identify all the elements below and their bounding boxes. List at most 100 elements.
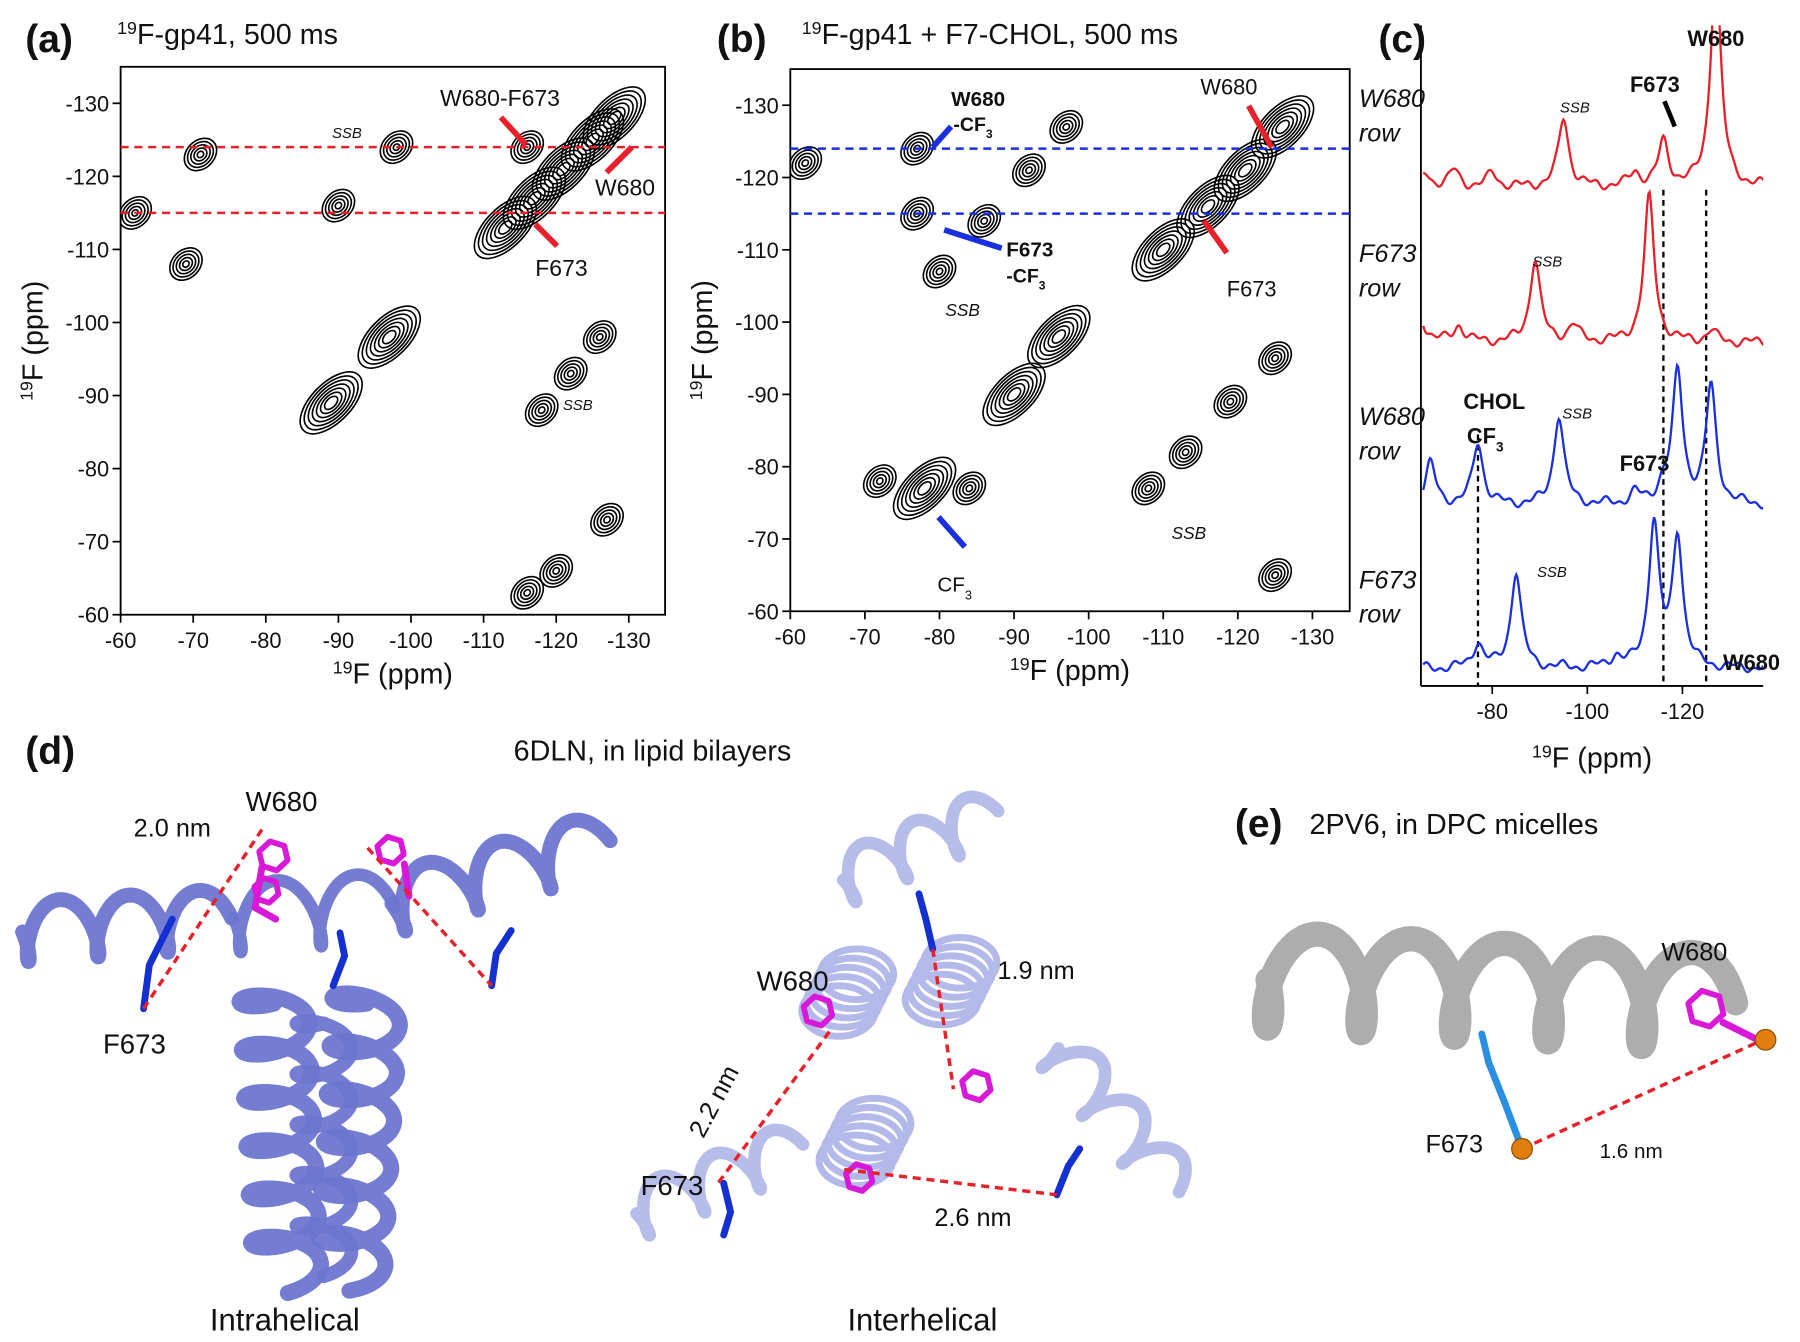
- row-trace: [1422, 25, 1764, 191]
- contour-ring: [906, 203, 928, 225]
- annotation: W680: [1687, 26, 1744, 51]
- y-tick-label: -70: [78, 530, 110, 555]
- annotation: F673: [1006, 238, 1053, 261]
- row-label: W680: [1359, 85, 1425, 113]
- contour-ring: [1021, 163, 1037, 178]
- contour-ring: [1175, 441, 1197, 463]
- y-tick-label: -70: [747, 527, 779, 552]
- contour-ring: [1258, 341, 1293, 376]
- contour-ring: [1223, 394, 1238, 409]
- contour-ring: [982, 362, 1046, 427]
- contour-ring: [196, 150, 205, 159]
- y-tick-label: -60: [78, 603, 110, 628]
- contour-ring: [1043, 321, 1075, 353]
- contour-ring: [1047, 325, 1071, 348]
- panel-label: (e): [1235, 802, 1283, 845]
- contour-ring: [586, 90, 642, 146]
- y-tick-label: -60: [747, 599, 779, 624]
- contour-ring: [303, 375, 359, 431]
- y-tick-label: -120: [735, 166, 779, 191]
- contour-ring: [1144, 484, 1153, 493]
- contour-ring: [872, 473, 888, 489]
- contour-ring: [1250, 95, 1315, 159]
- row-label: row: [1359, 119, 1401, 147]
- helix-end-on: [816, 945, 898, 1003]
- contour-ring: [379, 130, 414, 165]
- peaks: [790, 95, 1315, 593]
- x-tick-label: -60: [105, 628, 137, 653]
- contour-ring: [1213, 138, 1278, 203]
- row-label: W680: [1359, 403, 1425, 431]
- peaks: [120, 86, 647, 610]
- row-label: F673: [1359, 240, 1417, 268]
- row-trace: [1422, 516, 1764, 674]
- contour-ring: [955, 474, 984, 503]
- side-chain: [1719, 1019, 1761, 1044]
- x-tick-label: -100: [1565, 699, 1609, 724]
- contour-ring: [1027, 304, 1091, 369]
- contour-ring: [595, 333, 604, 342]
- y-axis-label-text: F (ppm): [687, 280, 719, 380]
- contour-ring: [790, 146, 823, 181]
- structure-2pv6: [1251, 921, 1777, 1160]
- x-axis-label-sup: 19: [333, 658, 353, 678]
- contour-ring: [900, 464, 949, 512]
- contour-ring: [917, 481, 932, 496]
- y-tick-label: -80: [78, 457, 110, 482]
- contour-ring: [986, 366, 1042, 423]
- contour-ring: [1233, 158, 1257, 182]
- contour-ring: [589, 326, 611, 348]
- structure-label: W680: [757, 965, 829, 996]
- side-chain: [374, 833, 407, 867]
- x-axis-label: 19F (ppm): [1010, 654, 1130, 687]
- contour-ring: [952, 471, 987, 506]
- annotation-text: CF: [937, 574, 965, 597]
- panel-label: (d): [25, 730, 75, 773]
- helix: [1251, 921, 1749, 1060]
- contour-ring: [1200, 199, 1216, 214]
- x-tick-label: -130: [607, 628, 651, 653]
- contour-ring: [369, 317, 409, 357]
- contour-ring: [913, 209, 922, 218]
- contour-ring: [175, 253, 197, 275]
- plot-frame: [789, 68, 1351, 613]
- x-tick-label: -120: [1661, 699, 1705, 724]
- contour-ring: [913, 476, 936, 500]
- contour-ring: [977, 213, 992, 229]
- contour-ring: [534, 402, 549, 418]
- annotation-text: -CF: [1006, 266, 1039, 288]
- annotation-text: -CF: [953, 114, 986, 136]
- side-chain: [1478, 1030, 1526, 1153]
- pointer: [936, 515, 968, 549]
- contour-ring: [590, 94, 638, 142]
- pointer: [498, 115, 529, 147]
- contour-ring: [909, 472, 941, 504]
- contour-ring: [307, 379, 355, 427]
- y-tick-label: -120: [65, 164, 109, 189]
- distance-line: [1521, 1038, 1764, 1151]
- x-tick-label: -80: [1476, 699, 1508, 724]
- annotation: SSB: [1172, 523, 1206, 543]
- side-chain: [329, 929, 349, 990]
- y-axis-label-text: F (ppm): [18, 281, 50, 381]
- contour-ring: [932, 264, 947, 279]
- contour-ring: [311, 383, 351, 423]
- contour-ring: [962, 481, 977, 496]
- y-tick-label: -110: [67, 237, 109, 262]
- contour-ring: [973, 210, 995, 232]
- panel-title: 2PV6, in DPC micelles: [1310, 809, 1599, 841]
- contour-ring: [334, 201, 343, 210]
- helix: [1035, 1042, 1192, 1199]
- contour-ring: [382, 133, 411, 161]
- contour-ring: [331, 198, 346, 213]
- panel-title-text: F-gp41, 500 ms: [137, 19, 338, 51]
- contour-ring: [1002, 382, 1026, 406]
- contour-ring: [377, 325, 401, 349]
- contour-ring: [516, 582, 538, 604]
- side-chain: [800, 993, 835, 1029]
- contour-ring: [1216, 387, 1245, 416]
- contour-ring: [594, 98, 634, 138]
- contour-ring: [120, 195, 153, 230]
- annotation-sub: 3: [1496, 439, 1504, 454]
- row-label: row: [1359, 275, 1401, 303]
